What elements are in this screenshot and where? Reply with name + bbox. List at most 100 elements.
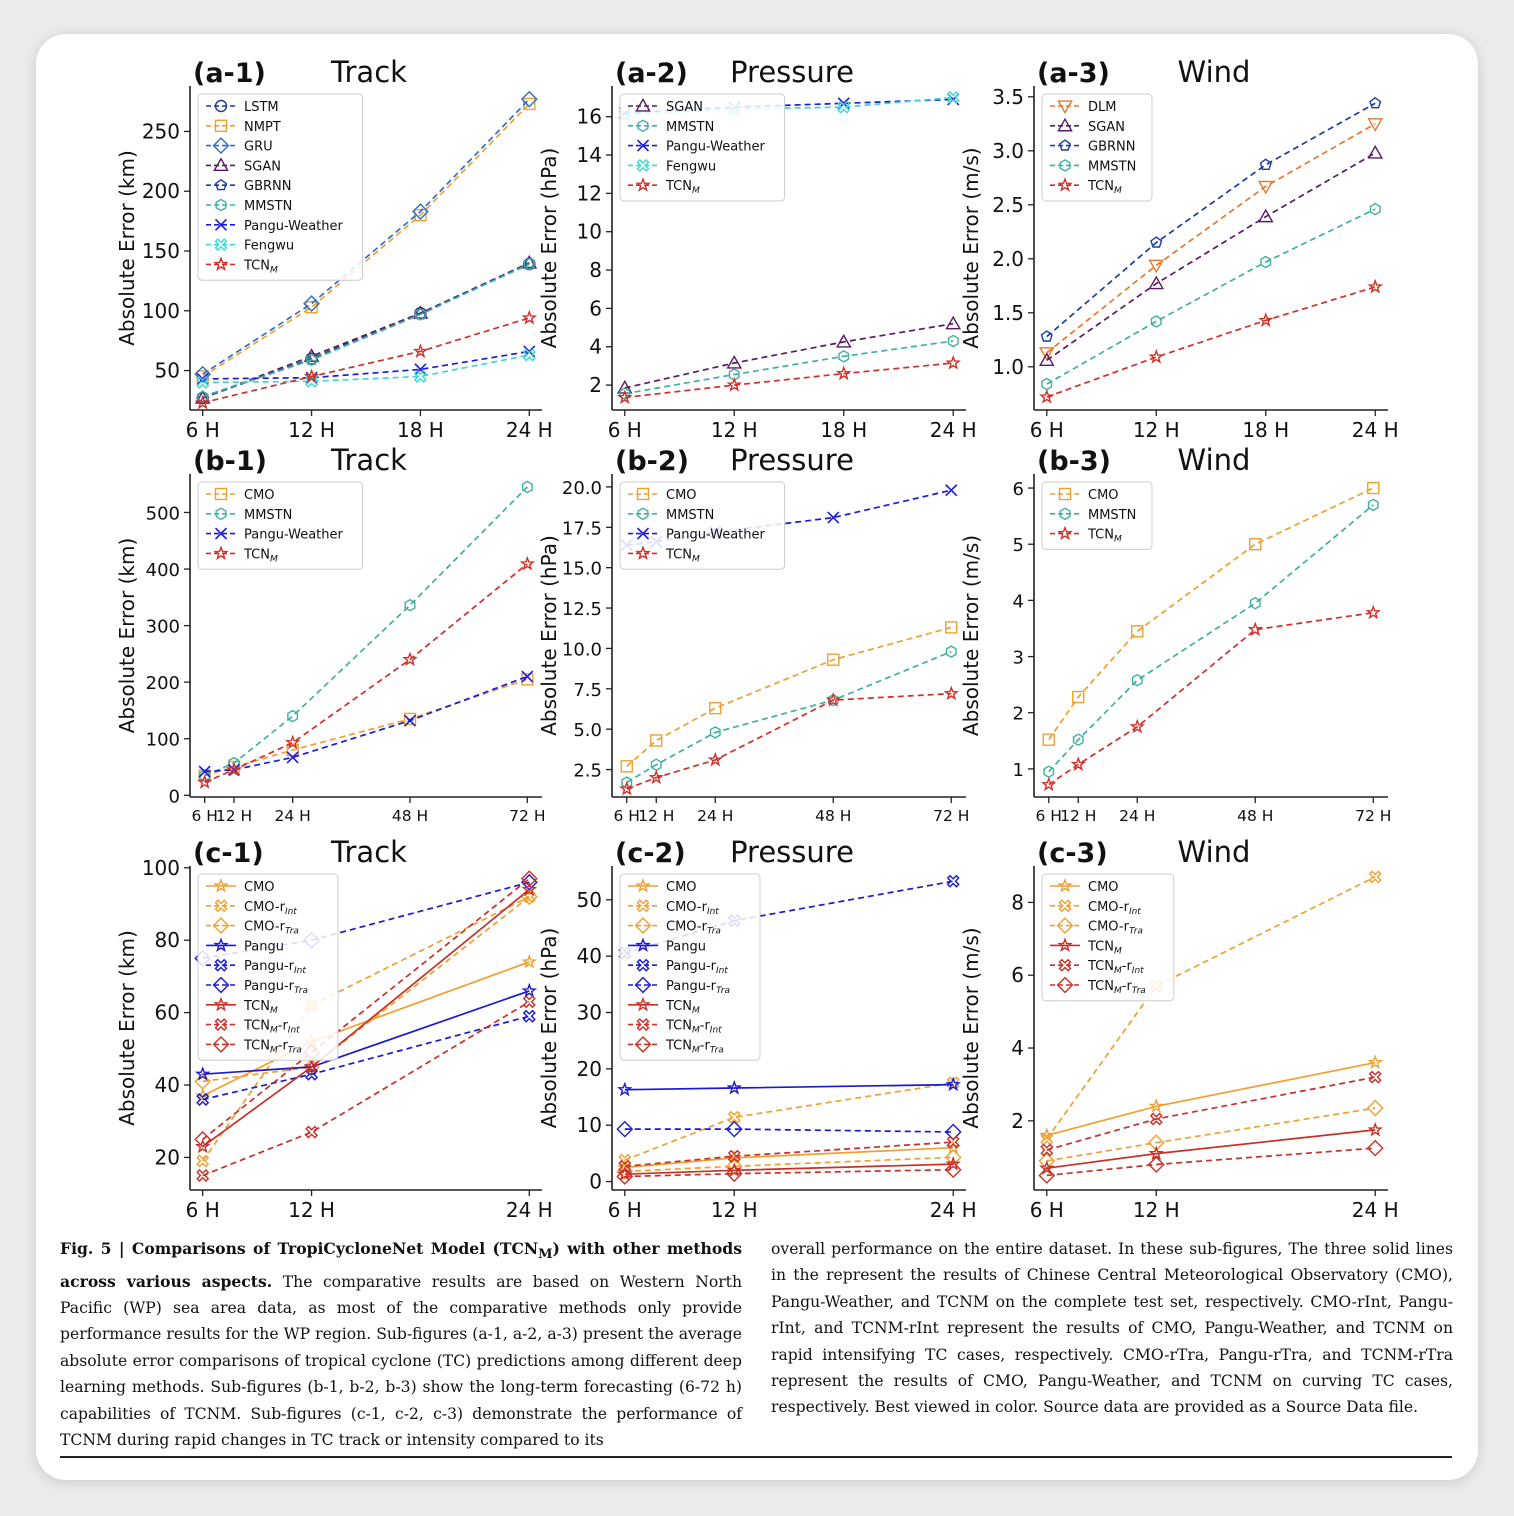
series-tcn-m-r-int: [196, 995, 536, 1182]
legend-label: TCNM​-rInt​: [665, 1019, 722, 1036]
legend-label: TCNM​: [665, 179, 700, 196]
y-tick-label: 100: [142, 299, 180, 323]
series-line: [1046, 1076, 1376, 1151]
y-tick-label: 12.5: [562, 599, 602, 620]
data-point: [521, 953, 538, 969]
legend-marker: [635, 177, 651, 192]
legend-marker: [214, 1018, 228, 1032]
data-point: [1365, 604, 1381, 620]
legend-box: [619, 873, 761, 1061]
series-pangu-r-tra: [616, 1120, 962, 1141]
series-line: [624, 362, 954, 399]
series-tcn-m-r-int: [1040, 1070, 1382, 1157]
y-tick-label: 60: [155, 1001, 180, 1025]
legend-label: Pangu-Weather: [244, 528, 344, 543]
series-sgan: [1038, 144, 1384, 366]
legend-marker: [637, 507, 649, 521]
y-tick-label: 3.5: [992, 85, 1024, 109]
legend-marker: [635, 937, 651, 952]
data-point: [943, 685, 959, 701]
x-tick-label: 12 H: [711, 418, 758, 442]
series-line: [202, 354, 530, 384]
panel-label: (c-1): [193, 838, 264, 869]
legend-label: CMO-rInt​: [1088, 900, 1141, 917]
legend-label: CMO: [666, 488, 697, 503]
data-point: [1259, 158, 1272, 171]
x-tick-label: 6 H: [1036, 807, 1062, 825]
legend-label: LSTM: [244, 100, 279, 115]
data-point: [196, 1154, 210, 1168]
data-point: [709, 701, 722, 715]
data-point: [196, 376, 210, 389]
legend-marker: [636, 158, 650, 172]
panel-title: Wind: [1178, 443, 1251, 477]
legend-label: TCNM​: [1087, 939, 1122, 956]
legend: CMO CMO-rInt​ CMO-rTra​ Pangu Pangu-rInt​ Pan…: [619, 873, 761, 1061]
legend-label: NMPT: [244, 120, 281, 135]
series-tcn-m: [194, 309, 538, 410]
legend-marker: [1056, 917, 1074, 935]
data-point: [1040, 1132, 1054, 1146]
legend-label: CMO: [666, 880, 697, 895]
y-tick-label: 0: [589, 1170, 602, 1194]
legend-marker: [636, 527, 650, 540]
legend-label: CMO: [1088, 880, 1119, 895]
data-point: [194, 1138, 211, 1154]
legend-marker: [214, 218, 228, 231]
data-point: [521, 670, 534, 683]
y-tick-label: 40: [577, 944, 602, 968]
legend-box: [197, 481, 364, 570]
legend-marker: [1058, 958, 1072, 972]
series-line: [1046, 286, 1376, 398]
data-point: [305, 1067, 319, 1081]
caption-left-text: The comparative results are based on Wes…: [60, 1272, 742, 1449]
data-point: [1368, 1070, 1382, 1084]
panel-title: Pressure: [730, 443, 854, 477]
series-line: [624, 1156, 954, 1173]
data-point: [522, 890, 536, 904]
x-tick-label: 12 H: [288, 418, 335, 442]
data-point: [1149, 1112, 1163, 1126]
series-tcn-m: [617, 354, 961, 405]
legend-marker: [1057, 525, 1073, 541]
panel-b-3: (b-3) Wind Absolute Error (m/s) 1 2 3 4 5 6 6 H12…: [959, 443, 1391, 825]
panel-title: Wind: [1178, 835, 1251, 869]
y-tick-label: 6: [1013, 479, 1024, 500]
legend-label: TCNM​: [243, 547, 278, 564]
legend-marker: [214, 899, 228, 913]
legend-label: MMSTN: [666, 120, 714, 135]
y-tick-label: 10: [577, 1113, 602, 1137]
legend-marker: [213, 878, 229, 893]
data-point: [194, 1130, 212, 1148]
y-tick-label: 10: [577, 220, 602, 244]
panel-label: (a-1): [193, 58, 266, 89]
series-gbrnn: [1040, 96, 1382, 342]
series-cmo: [620, 621, 958, 773]
data-point: [1150, 236, 1163, 248]
legend-marker: [213, 996, 229, 1012]
series-line: [624, 322, 954, 389]
series-line: [624, 1082, 954, 1161]
y-tick-label: 1.0: [992, 355, 1024, 379]
panel-c-2: (c-2) Pressure Absolute Error (hPa) 0 10 20 30…: [537, 835, 977, 1222]
y-axis-label: Absolute Error (hPa): [537, 148, 561, 349]
y-tick-label: 1: [1013, 760, 1024, 781]
y-tick-label: 6: [1011, 963, 1024, 987]
series-tcn-m: [194, 881, 538, 1154]
data-point: [305, 1125, 319, 1139]
y-axis-label: Absolute Error (km): [115, 538, 139, 734]
legend-marker: [1057, 177, 1073, 192]
data-point: [1150, 315, 1162, 328]
data-point: [1039, 388, 1055, 404]
legend: CMO MMSTN Pangu-Weather TCNM​: [197, 481, 364, 570]
legend-marker: [214, 178, 228, 191]
legend-marker: [1057, 100, 1073, 115]
legend-marker: [212, 137, 230, 155]
series-pangu: [617, 1076, 961, 1097]
series-dlm: [1038, 118, 1384, 361]
legend-label: GBRNN: [1088, 140, 1135, 155]
data-point: [707, 751, 724, 767]
x-tick-label: 12 H: [1133, 1198, 1180, 1222]
y-axis-label: Absolute Error (km): [115, 930, 139, 1126]
x-tick-label: 12 H: [288, 1198, 335, 1222]
